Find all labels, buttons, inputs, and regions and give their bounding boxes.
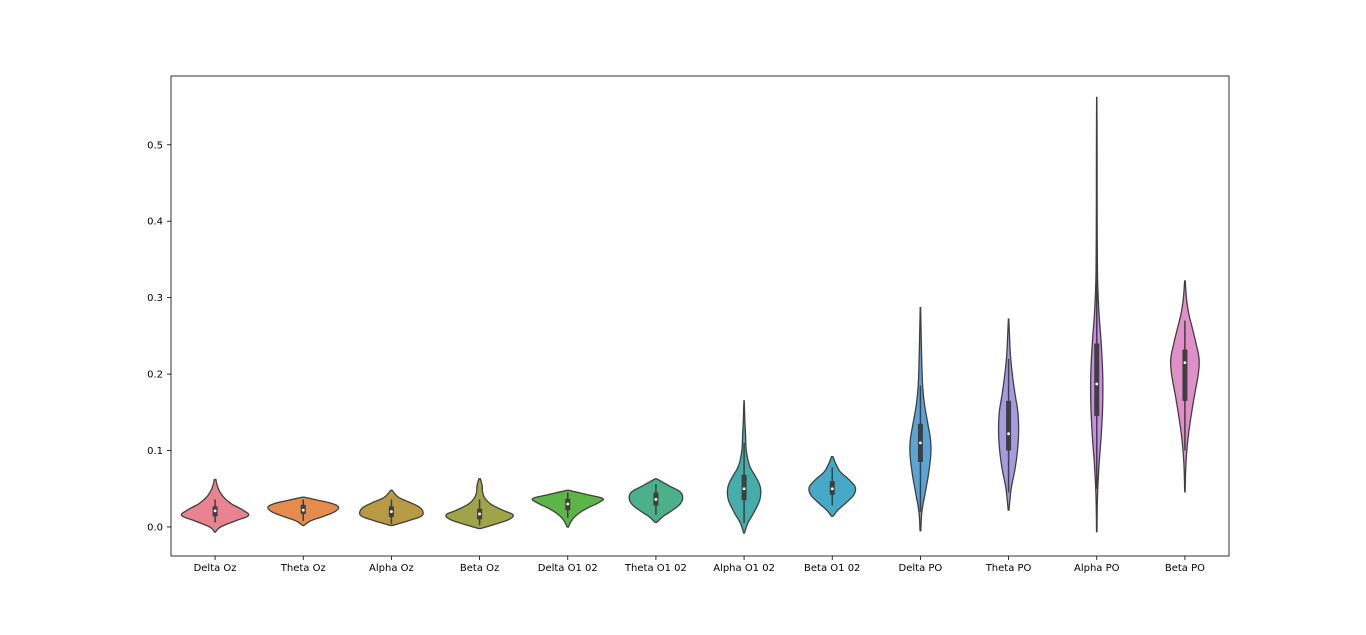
violin-median — [213, 509, 217, 513]
violin-iqr-box — [1182, 349, 1188, 401]
plot-frame — [170, 75, 1230, 557]
violin-alpha-o1-02 — [726, 400, 762, 534]
violin-median — [478, 512, 481, 516]
violin-theta-oz — [267, 496, 340, 527]
violin-median — [830, 487, 834, 491]
violin-beta-o1-02 — [808, 455, 857, 517]
y-tick-label: 0.0 — [147, 522, 163, 533]
y-tick-label: 0.5 — [147, 140, 163, 151]
x-tick-label: Delta O1 02 — [538, 563, 598, 574]
violin-series — [180, 96, 1200, 534]
x-tick-label: Beta PO — [1165, 563, 1205, 574]
violin-beta-oz — [445, 478, 514, 530]
violin-median — [390, 510, 393, 514]
violin-theta-po — [997, 318, 1020, 511]
x-tick-label: Theta PO — [985, 563, 1032, 574]
x-tick-label: Theta Oz — [280, 563, 326, 574]
violin-median — [566, 502, 570, 506]
violin-delta-oz — [180, 478, 250, 533]
violin-median — [919, 441, 922, 445]
violin-theta-o1-02 — [628, 478, 684, 524]
violin-delta-po — [909, 306, 932, 532]
plot-area — [170, 75, 1230, 557]
x-tick-label: Theta O1 02 — [624, 563, 687, 574]
x-tick-label: Alpha PO — [1074, 563, 1120, 574]
violin-alpha-oz — [359, 489, 424, 527]
violin-median — [1095, 382, 1099, 386]
y-tick-label: 0.1 — [147, 446, 163, 457]
violin-median — [654, 498, 658, 501]
violin-median — [1007, 432, 1010, 436]
y-tick-label: 0.3 — [147, 293, 163, 304]
x-tick-label: Alpha Oz — [369, 563, 414, 574]
violin-iqr-box — [1006, 400, 1012, 451]
violin-alpha-po — [1089, 96, 1104, 533]
x-axis: Delta Oz Theta Oz Alpha Oz Beta Oz Delta O1 … — [194, 556, 1205, 574]
violin-median — [742, 487, 746, 491]
x-tick-label: Delta Oz — [194, 563, 237, 574]
violin-iqr-box — [1094, 343, 1100, 417]
x-tick-label: Delta PO — [899, 563, 943, 574]
violin-delta-o1-02 — [531, 489, 604, 528]
x-tick-label: Beta O1 02 — [804, 563, 860, 574]
y-axis: 0.0 0.1 0.2 0.3 0.4 0.5 — [147, 140, 171, 533]
violin-beta-po — [1169, 280, 1200, 493]
y-tick-label: 0.2 — [147, 370, 163, 381]
x-tick-label: Alpha O1 02 — [713, 563, 775, 574]
violin-median — [1183, 361, 1187, 365]
violin-median — [301, 508, 305, 512]
y-tick-label: 0.4 — [147, 217, 163, 228]
x-tick-label: Beta Oz — [460, 563, 499, 574]
